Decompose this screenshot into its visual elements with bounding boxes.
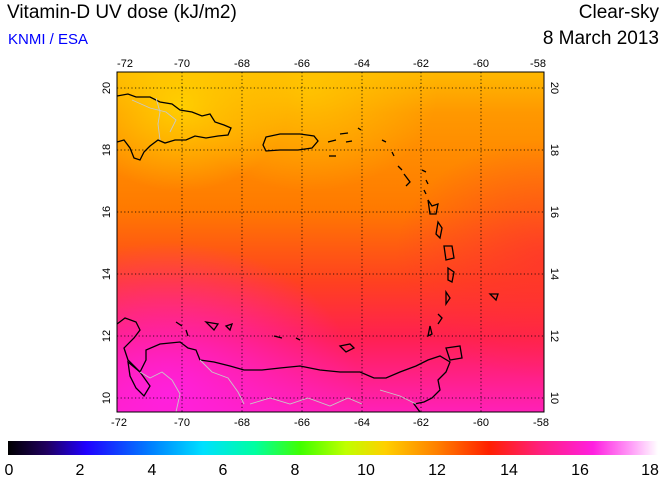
colorbar-label: 0 xyxy=(5,462,14,479)
lon-label-top: -72 xyxy=(117,58,133,70)
coastlines xyxy=(117,93,499,412)
data-credit: KNMI / ESA xyxy=(8,31,89,48)
map-title: Vitamin-D UV dose (kJ/m2) xyxy=(7,2,237,23)
lat-label-right: 14 xyxy=(548,268,560,280)
colorbar-label: 6 xyxy=(219,462,228,479)
lon-label-bottom: -60 xyxy=(473,417,489,429)
lon-label-top: -60 xyxy=(473,58,489,70)
lon-label-top: -68 xyxy=(234,58,250,70)
lat-label-left: 14 xyxy=(101,268,113,280)
lat-label-left: 18 xyxy=(101,144,113,156)
lat-label-right: 12 xyxy=(548,330,560,342)
colorbar-label: 12 xyxy=(428,462,446,479)
lon-label-bottom: -58 xyxy=(533,417,549,429)
lat-label-right: 18 xyxy=(548,144,560,156)
lat-label-right: 20 xyxy=(548,82,560,94)
colorbar-label: 4 xyxy=(148,462,157,479)
lat-label-right: 16 xyxy=(548,206,560,218)
colorbar-label: 14 xyxy=(500,462,518,479)
graticule xyxy=(117,72,544,412)
lat-label-left: 12 xyxy=(101,330,113,342)
lon-label-bottom: -66 xyxy=(294,417,310,429)
colorbar-label: 18 xyxy=(641,462,659,479)
colorbar-label: 16 xyxy=(571,462,589,479)
lon-label-top: -64 xyxy=(354,58,370,70)
lon-label-top: -66 xyxy=(294,58,310,70)
country-borders xyxy=(131,97,417,412)
colorbar xyxy=(8,441,658,455)
colorbar-label: 10 xyxy=(357,462,375,479)
lon-label-top: -70 xyxy=(174,58,190,70)
top-longitude-labels: -72 -70 -68 -66 -64 -62 -60 -58 xyxy=(117,58,546,70)
right-latitude-labels: 20 18 16 14 12 10 xyxy=(548,82,560,404)
scenario-label: Clear-sky xyxy=(578,2,659,23)
lon-label-bottom: -68 xyxy=(234,417,250,429)
colorbar-label: 2 xyxy=(76,462,85,479)
lat-label-left: 20 xyxy=(101,82,113,94)
lat-label-left: 10 xyxy=(101,392,113,404)
lon-label-bottom: -70 xyxy=(174,417,190,429)
lon-label-bottom: -72 xyxy=(111,417,127,429)
map-frame xyxy=(116,71,545,413)
lon-label-top: -58 xyxy=(530,58,546,70)
lat-label-left: 16 xyxy=(101,206,113,218)
colorbar-labels: 0 2 4 6 8 10 12 14 16 18 xyxy=(5,462,659,479)
lon-label-bottom: -64 xyxy=(354,417,370,429)
uv-field xyxy=(117,72,544,412)
map-date: 8 March 2013 xyxy=(542,28,659,49)
lon-label-top: -62 xyxy=(413,58,429,70)
lat-label-right: 10 xyxy=(548,392,560,404)
bottom-longitude-labels: -72 -70 -68 -66 -64 -62 -60 -58 xyxy=(111,417,549,429)
lon-label-bottom: -62 xyxy=(413,417,429,429)
left-latitude-labels: 20 18 16 14 12 10 xyxy=(101,82,113,404)
colorbar-label: 8 xyxy=(291,462,300,479)
